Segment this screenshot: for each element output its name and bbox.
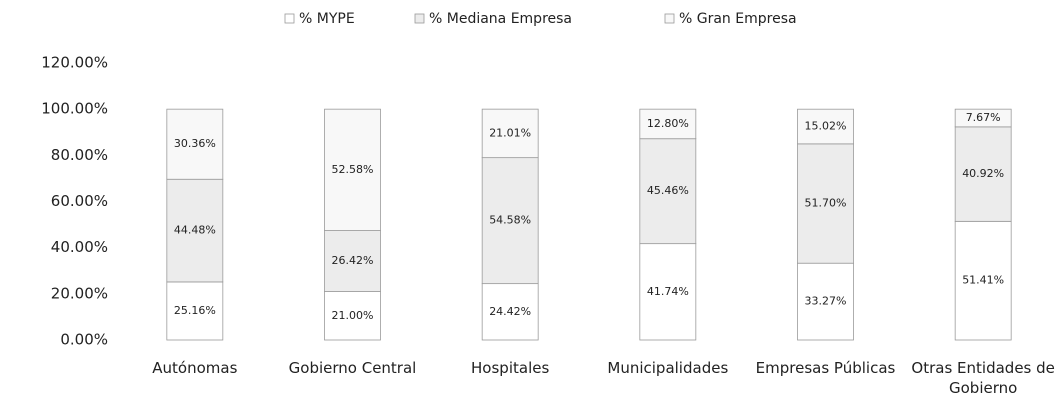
legend-swatch bbox=[414, 13, 425, 24]
bar-segment bbox=[324, 230, 381, 292]
x-tick-label: Municipalidades bbox=[607, 359, 729, 377]
bar-segment bbox=[324, 291, 381, 341]
x-tick-label: Autónomas bbox=[152, 359, 238, 377]
value-label: 25.16% bbox=[174, 304, 216, 317]
legend-label: % Mediana Empresa bbox=[429, 11, 572, 27]
y-tick-label: 40.00% bbox=[51, 238, 108, 256]
bar-segment bbox=[954, 126, 1012, 222]
x-tick-label: Empresas Públicas bbox=[755, 359, 896, 377]
y-tick-label: 120.00% bbox=[41, 54, 108, 72]
y-tick-label: 20.00% bbox=[51, 284, 108, 302]
value-label: 15.02% bbox=[805, 120, 847, 133]
value-label: 21.00% bbox=[332, 309, 374, 322]
y-tick-label: 60.00% bbox=[51, 192, 108, 210]
bar-segment bbox=[481, 157, 539, 285]
value-label: 24.42% bbox=[489, 305, 531, 318]
bar-segment bbox=[639, 243, 697, 341]
value-label: 52.58% bbox=[332, 163, 374, 176]
bar-segment bbox=[639, 108, 697, 140]
value-label: 26.42% bbox=[332, 254, 374, 267]
value-label: 12.80% bbox=[647, 117, 689, 130]
bar-segment bbox=[324, 108, 381, 231]
y-tick-label: 0.00% bbox=[60, 331, 108, 349]
bar-segment bbox=[797, 108, 854, 145]
bar-segment bbox=[166, 281, 224, 341]
value-label: 51.70% bbox=[805, 197, 847, 210]
value-label: 21.01% bbox=[489, 126, 531, 139]
x-tick-label: Otras Entidades de Gobierno bbox=[911, 359, 1055, 397]
value-label: 54.58% bbox=[489, 214, 531, 227]
value-label: 7.67% bbox=[966, 111, 1001, 124]
value-label: 40.92% bbox=[962, 167, 1004, 180]
bar-segment bbox=[166, 108, 224, 180]
value-label: 41.74% bbox=[647, 285, 689, 298]
legend-label: % MYPE bbox=[299, 11, 355, 27]
x-tick-label: Hospitales bbox=[471, 359, 550, 377]
bar-segment bbox=[481, 283, 539, 341]
value-label: 33.27% bbox=[805, 295, 847, 308]
bar-segment bbox=[954, 220, 1012, 341]
bar-segment bbox=[954, 108, 1012, 128]
y-tick-label: 80.00% bbox=[51, 146, 108, 164]
x-tick-label: Gobierno Central bbox=[288, 359, 417, 377]
legend-swatch bbox=[284, 13, 295, 24]
y-tick-label: 100.00% bbox=[41, 100, 108, 118]
bar-segment bbox=[166, 178, 224, 283]
value-label: 45.46% bbox=[647, 184, 689, 197]
value-label: 44.48% bbox=[174, 224, 216, 237]
legend-swatch bbox=[664, 13, 675, 24]
legend-label: % Gran Empresa bbox=[679, 11, 797, 27]
bar-segment bbox=[797, 262, 854, 341]
bar-segment bbox=[481, 108, 539, 159]
value-label: 30.36% bbox=[174, 137, 216, 150]
value-label: 51.41% bbox=[962, 274, 1004, 287]
bar-segment bbox=[639, 138, 697, 245]
